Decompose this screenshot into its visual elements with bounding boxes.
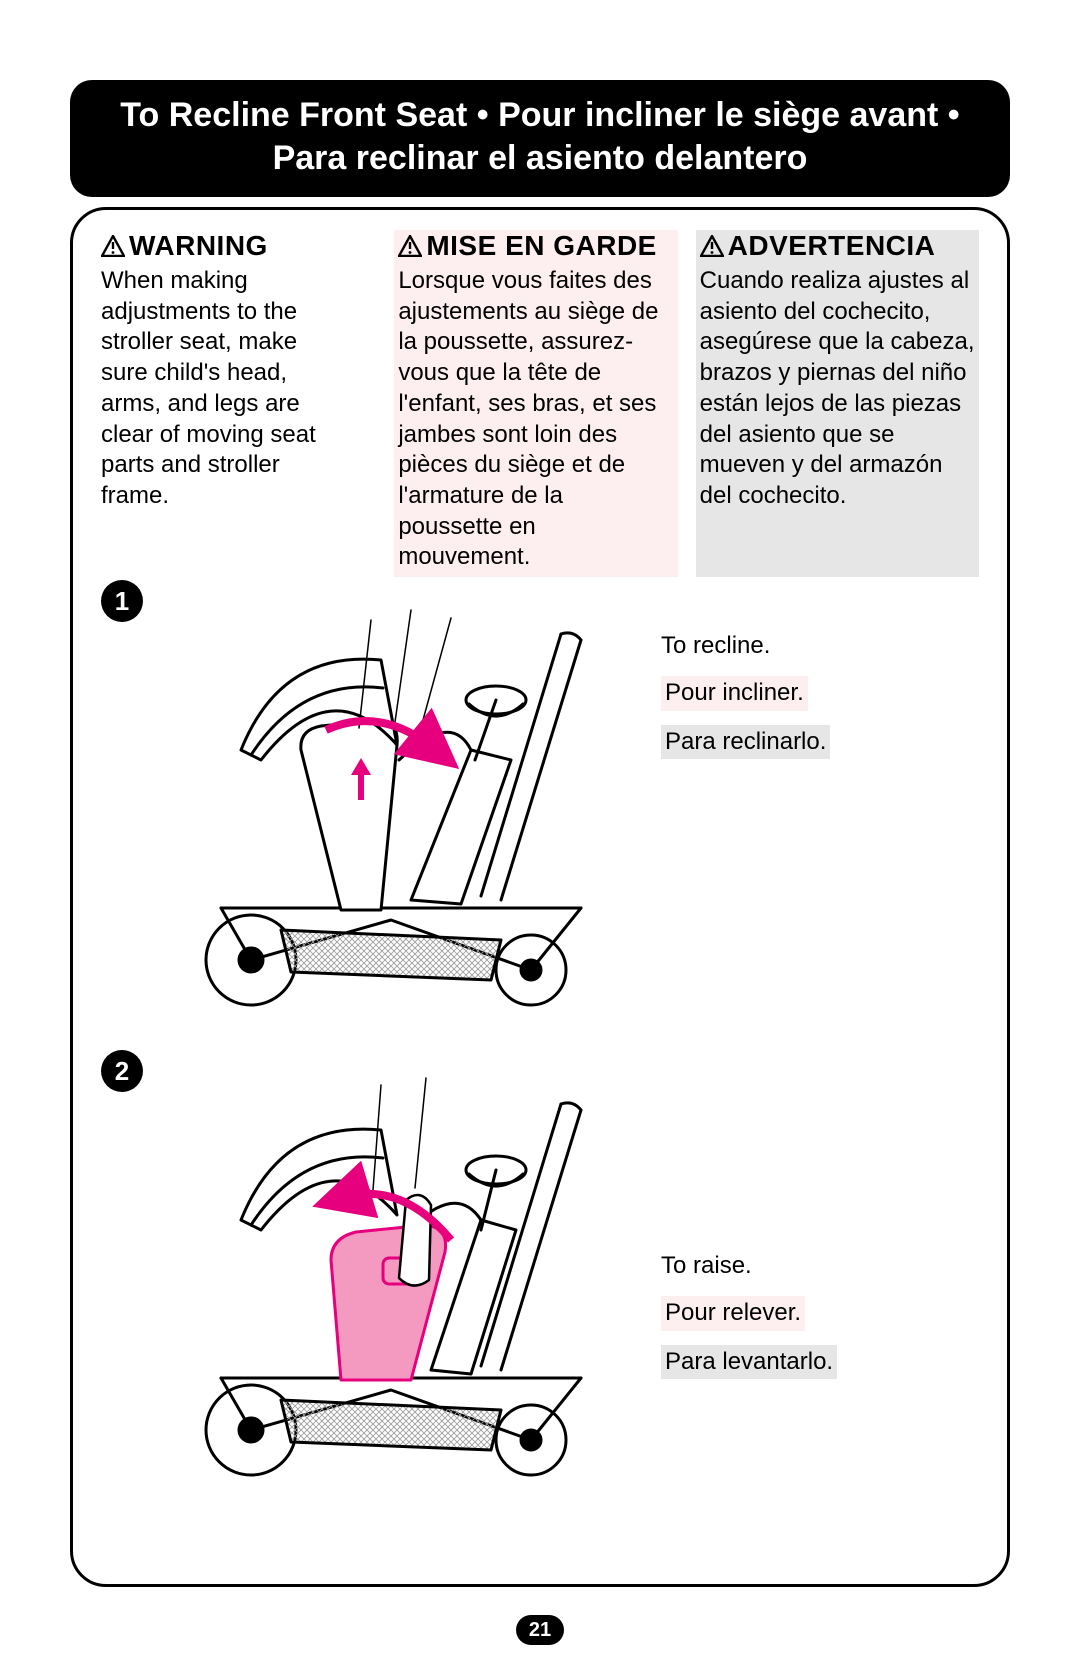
step-number-badge: 1 (101, 580, 143, 622)
warning-english: WARNING When making adjustments to the s… (101, 230, 376, 577)
step-captions: To recline. Pour incliner. Para reclinar… (661, 630, 941, 759)
step-number-badge: 2 (101, 1050, 143, 1092)
main-panel: WARNING When making adjustments to the s… (70, 207, 1010, 1587)
alert-triangle-icon (398, 235, 422, 257)
warning-body: Lorsque vous faites des ajustements au s… (398, 266, 673, 573)
alert-triangle-icon (101, 235, 125, 257)
warning-body: When making adjustments to the stroller … (101, 266, 331, 512)
warning-french: MISE EN GARDE Lorsque vous faites des aj… (394, 230, 677, 577)
stroller-illustration (151, 1070, 631, 1490)
page-number: 21 (516, 1615, 564, 1645)
stroller-illustration (151, 600, 631, 1020)
caption-fr: Pour incliner. (661, 676, 808, 710)
step-captions: To raise. Pour relever. Para levantarlo. (661, 1250, 941, 1379)
alert-triangle-icon (700, 235, 724, 257)
warning-heading: ADVERTENCIA (728, 230, 936, 262)
section-title: To Recline Front Seat • Pour incliner le… (70, 80, 1010, 197)
caption-en: To raise. (661, 1250, 941, 1282)
caption-es: Para reclinarlo. (661, 725, 830, 759)
warning-heading: WARNING (129, 230, 268, 262)
warning-body: Cuando realiza ajustes al asiento del co… (700, 266, 975, 512)
step-1: 1 (101, 580, 979, 1020)
warning-heading: MISE EN GARDE (426, 230, 657, 262)
caption-en: To recline. (661, 630, 941, 662)
step-2: 2 (101, 1050, 979, 1530)
warning-row: WARNING When making adjustments to the s… (101, 230, 979, 577)
caption-fr: Pour relever. (661, 1296, 805, 1330)
warning-spanish: ADVERTENCIA Cuando realiza ajustes al as… (696, 230, 979, 577)
caption-es: Para levantarlo. (661, 1345, 837, 1379)
